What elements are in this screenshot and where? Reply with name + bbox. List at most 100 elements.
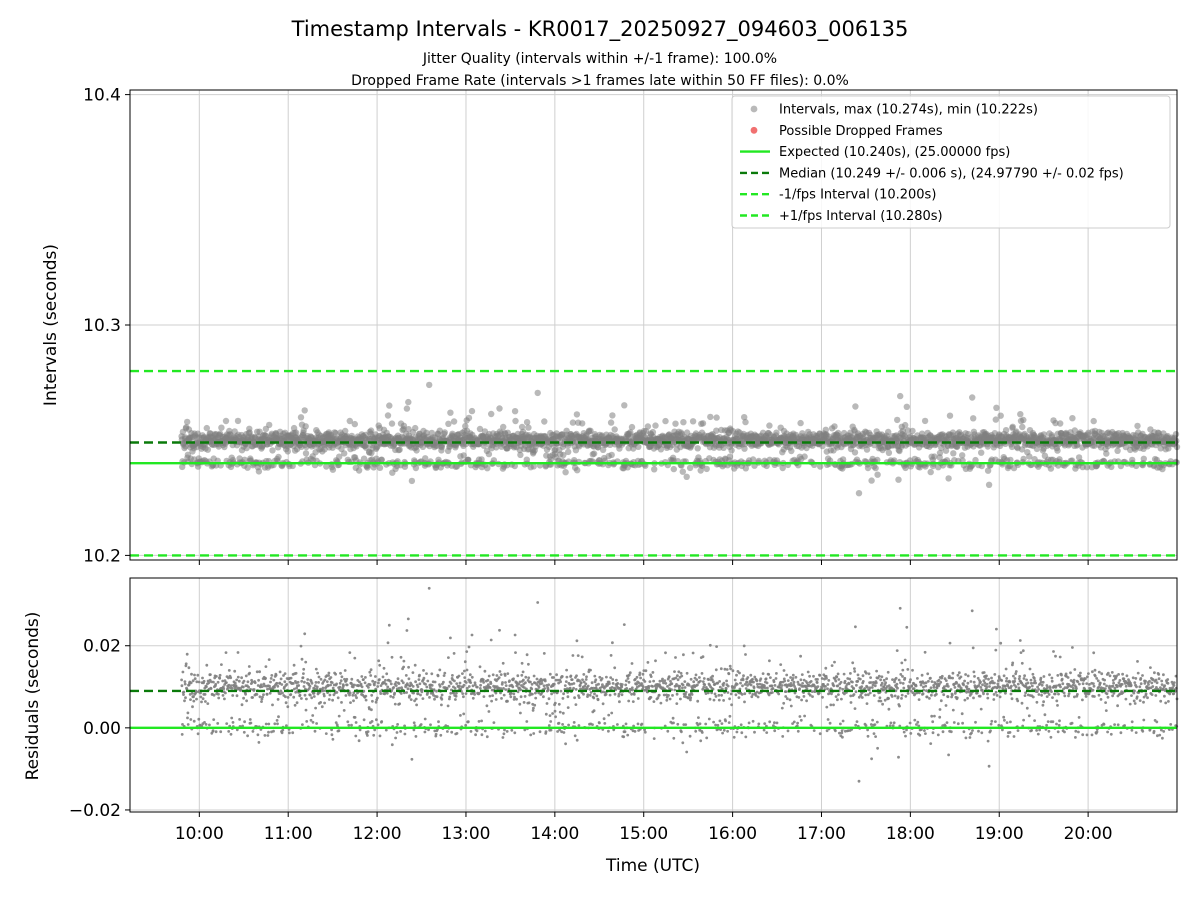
interval-point [851, 449, 859, 456]
residual-point [628, 671, 632, 675]
residual-point [627, 673, 631, 677]
residual-point [689, 698, 692, 702]
residual-point [278, 670, 282, 674]
interval-point [901, 432, 908, 439]
residual-point [247, 665, 251, 668]
residual-point [741, 684, 744, 688]
residual-point [600, 677, 604, 680]
residual-point [722, 699, 725, 702]
residual-point [331, 698, 334, 702]
residual-point [301, 723, 304, 726]
residual-point [498, 628, 501, 632]
interval-point [1026, 453, 1033, 460]
y-tick-label: 10.2 [83, 546, 121, 566]
residual-point [468, 679, 472, 682]
interval-point [500, 423, 507, 431]
residual-point [529, 680, 532, 684]
residual-point [465, 668, 469, 672]
legend-label: +1/fps Interval (10.280s) [779, 209, 943, 224]
residual-point [702, 677, 706, 680]
residual-point [722, 728, 726, 732]
residual-point [260, 700, 263, 703]
interval-point [302, 423, 309, 430]
interval-point [885, 449, 893, 456]
residual-point [423, 717, 427, 721]
residual-point [548, 672, 552, 676]
residual-point [240, 703, 244, 707]
residual-point [388, 679, 392, 683]
residual-point [733, 678, 737, 682]
residual-point [557, 721, 561, 725]
residual-point [275, 719, 279, 722]
residual-point [448, 695, 452, 699]
residual-point [195, 697, 198, 701]
residual-point [669, 679, 672, 683]
residual-point [508, 679, 511, 683]
residual-point [642, 669, 646, 672]
residual-point [546, 688, 550, 692]
residual-point [635, 682, 638, 686]
residual-point [212, 718, 216, 721]
residual-point [315, 722, 318, 725]
interval-point [565, 448, 572, 456]
residual-point [756, 695, 760, 699]
residual-point [235, 678, 239, 682]
residual-point [737, 696, 741, 699]
residual-point [739, 681, 742, 685]
residual-point [771, 691, 774, 694]
residual-point [374, 675, 377, 678]
interval-point [686, 464, 694, 472]
residual-point [504, 684, 508, 687]
residual-point [258, 695, 262, 699]
residual-point [711, 674, 714, 678]
residual-point [596, 698, 600, 702]
residual-point [590, 681, 594, 685]
residual-point [216, 722, 220, 725]
residual-point [416, 692, 420, 696]
residual-point [221, 694, 225, 697]
residual-point [449, 636, 452, 640]
residual-point [329, 676, 333, 679]
residual-point [579, 687, 582, 691]
residual-point [710, 678, 714, 681]
residual-point [789, 682, 793, 685]
residual-point [723, 667, 727, 671]
residual-point [485, 735, 489, 739]
residual-point [687, 683, 691, 687]
residual-point [609, 654, 613, 657]
interval-point [323, 463, 330, 470]
residual-point [727, 672, 731, 676]
residual-point [595, 694, 599, 698]
residual-point [633, 730, 637, 733]
residual-point [789, 676, 792, 679]
residual-point [366, 730, 370, 733]
residual-point [272, 729, 275, 733]
interval-point [874, 456, 881, 464]
residual-point [620, 683, 624, 686]
residual-point [379, 684, 383, 687]
residual-point [773, 729, 777, 733]
legend-entry: Expected (10.240s), (25.00000 fps) [740, 145, 1010, 160]
residual-point [348, 651, 352, 654]
residual-point [257, 741, 261, 744]
residual-point [509, 691, 513, 695]
residual-point [384, 682, 388, 686]
interval-point [512, 417, 519, 425]
residual-point [191, 705, 194, 709]
residual-point [491, 694, 494, 697]
residual-point [799, 718, 803, 722]
residual-point [214, 730, 218, 734]
residual-point [183, 680, 187, 683]
interval-point [713, 427, 720, 434]
residual-point [229, 732, 233, 736]
residual-point [315, 685, 319, 689]
interval-point [1040, 431, 1048, 438]
residual-point [754, 694, 758, 697]
residual-point [708, 697, 712, 701]
residual-point [609, 676, 613, 679]
residual-point [527, 676, 531, 680]
residual-point [364, 694, 368, 698]
residual-point [425, 672, 428, 675]
residual-point [581, 678, 584, 682]
residual-point [399, 692, 403, 695]
